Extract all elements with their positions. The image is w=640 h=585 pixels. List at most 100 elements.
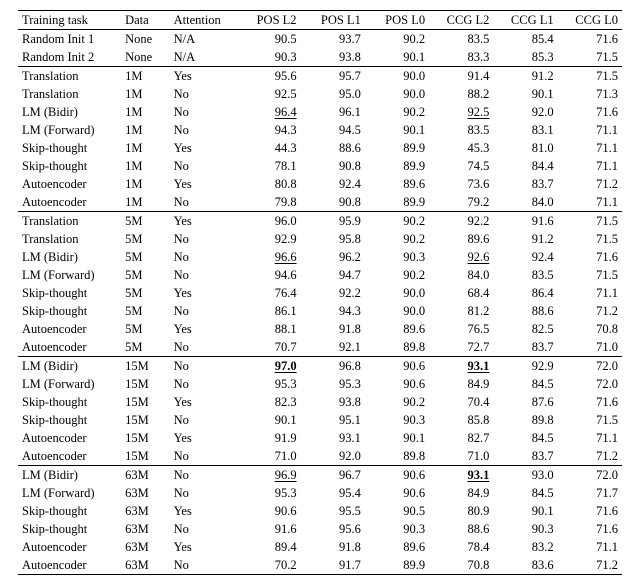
cell: LM (Forward): [18, 266, 121, 284]
cell: 72.0: [558, 466, 622, 485]
table-row: LM (Bidir)1MNo96.496.190.292.592.071.6: [18, 103, 622, 121]
cell: 15M: [121, 429, 170, 447]
cell: 95.3: [301, 375, 365, 393]
cell: Yes: [170, 502, 237, 520]
cell: 90.1: [493, 85, 557, 103]
table-row: Skip-thought1MNo78.190.889.974.584.471.1: [18, 157, 622, 175]
cell: 71.5: [558, 266, 622, 284]
cell: No: [170, 193, 237, 212]
cell: 90.6: [365, 357, 429, 376]
cell: LM (Forward): [18, 121, 121, 139]
cell: 89.8: [493, 411, 557, 429]
cell: 74.5: [429, 157, 493, 175]
table-row: LM (Forward)63MNo95.395.490.684.984.571.…: [18, 484, 622, 502]
cell: 90.8: [301, 193, 365, 212]
cell: 88.6: [301, 139, 365, 157]
cell: 45.3: [429, 139, 493, 157]
cell: 71.1: [558, 121, 622, 139]
cell: 15M: [121, 447, 170, 466]
cell: 87.6: [493, 393, 557, 411]
table-row: Autoencoder5MYes88.191.889.676.582.570.8: [18, 320, 622, 338]
cell: Yes: [170, 429, 237, 447]
cell: 79.2: [429, 193, 493, 212]
table-body: Random Init 1NoneN/A90.593.790.283.585.4…: [18, 30, 622, 575]
cell: 71.5: [558, 67, 622, 86]
cell: 15M: [121, 411, 170, 429]
cell: 90.2: [365, 30, 429, 49]
table-row: LM (Bidir)15MNo97.096.890.693.192.972.0: [18, 357, 622, 376]
cell: 71.5: [558, 411, 622, 429]
cell: Autoencoder: [18, 429, 121, 447]
cell: 90.3: [365, 520, 429, 538]
cell: Autoencoder: [18, 447, 121, 466]
cell: 86.1: [236, 302, 300, 320]
cell: 89.6: [365, 320, 429, 338]
table-row: Autoencoder1MNo79.890.889.979.284.071.1: [18, 193, 622, 212]
cell: 71.6: [558, 520, 622, 538]
cell: 1M: [121, 121, 170, 139]
table-row: LM (Forward)1MNo94.394.590.183.583.171.1: [18, 121, 622, 139]
cell: 15M: [121, 375, 170, 393]
cell: 90.1: [493, 502, 557, 520]
cell: Autoencoder: [18, 175, 121, 193]
cell: 71.1: [558, 139, 622, 157]
cell: 1M: [121, 139, 170, 157]
table-row: Translation5MYes96.095.990.292.291.671.5: [18, 212, 622, 231]
cell: LM (Bidir): [18, 248, 121, 266]
cell: Yes: [170, 175, 237, 193]
cell: 96.0: [236, 212, 300, 231]
cell: 85.4: [493, 30, 557, 49]
cell: 71.2: [558, 302, 622, 320]
cell: 83.7: [493, 447, 557, 466]
cell: 90.6: [365, 484, 429, 502]
cell: 1M: [121, 103, 170, 121]
cell: 90.3: [365, 411, 429, 429]
cell: 70.4: [429, 393, 493, 411]
cell: Skip-thought: [18, 284, 121, 302]
cell: 84.5: [493, 484, 557, 502]
cell: N/A: [170, 30, 237, 49]
cell: 92.6: [429, 248, 493, 266]
cell: No: [170, 302, 237, 320]
cell: LM (Bidir): [18, 357, 121, 376]
cell: 72.0: [558, 375, 622, 393]
cell: 76.5: [429, 320, 493, 338]
cell: 70.8: [429, 556, 493, 575]
cell: 89.9: [365, 157, 429, 175]
cell: 83.5: [429, 121, 493, 139]
cell: 92.9: [493, 357, 557, 376]
cell: No: [170, 556, 237, 575]
cell: 94.6: [236, 266, 300, 284]
cell: 70.7: [236, 338, 300, 357]
cell: Skip-thought: [18, 139, 121, 157]
cell: 91.2: [493, 67, 557, 86]
cell: Skip-thought: [18, 520, 121, 538]
cell: 88.6: [493, 302, 557, 320]
cell: Yes: [170, 538, 237, 556]
cell: 83.6: [493, 556, 557, 575]
cell: 71.0: [558, 338, 622, 357]
cell: 90.0: [365, 302, 429, 320]
cell: 90.6: [236, 502, 300, 520]
cell: 72.7: [429, 338, 493, 357]
cell: LM (Forward): [18, 375, 121, 393]
cell: Autoencoder: [18, 193, 121, 212]
cell: 95.5: [301, 502, 365, 520]
cell: Translation: [18, 67, 121, 86]
cell: 90.1: [365, 121, 429, 139]
cell: 88.1: [236, 320, 300, 338]
cell: 95.3: [236, 484, 300, 502]
cell: 96.7: [301, 466, 365, 485]
cell: 90.2: [365, 230, 429, 248]
cell: No: [170, 103, 237, 121]
cell: 81.2: [429, 302, 493, 320]
cell: Yes: [170, 212, 237, 231]
col-header: CCG L1: [493, 11, 557, 30]
cell: 84.5: [493, 375, 557, 393]
cell: 5M: [121, 320, 170, 338]
cell: Yes: [170, 284, 237, 302]
cell: 71.3: [558, 85, 622, 103]
cell: Random Init 1: [18, 30, 121, 49]
cell: 93.8: [301, 48, 365, 67]
cell: 80.9: [429, 502, 493, 520]
